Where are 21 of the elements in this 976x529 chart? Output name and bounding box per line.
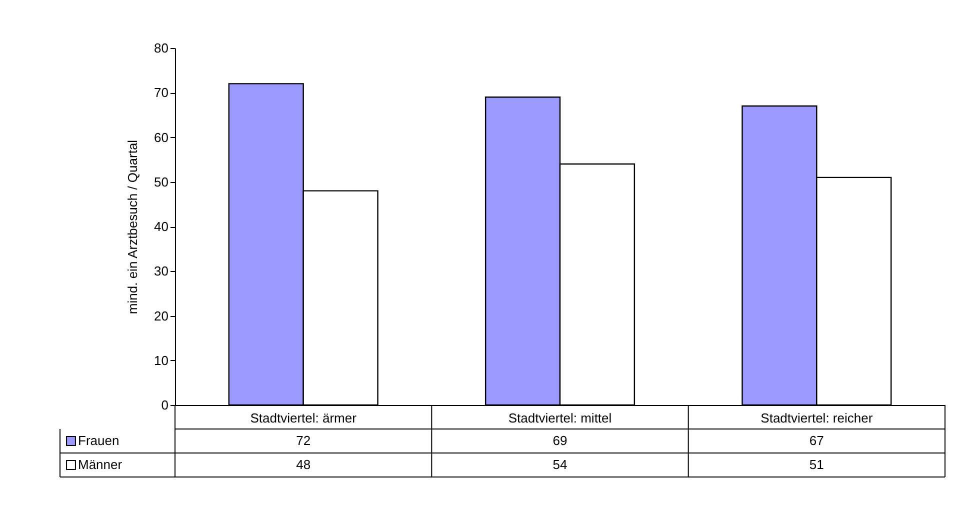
data-label: 69 [552,433,568,448]
y-tick-label: 30 [154,264,168,279]
y-tick-label: 10 [154,352,168,368]
data-label: 67 [809,433,824,448]
y-tick-label: 80 [154,40,168,56]
data-label: 72 [296,433,311,448]
data-label: 54 [552,457,568,472]
data-label: 51 [809,457,824,472]
x-tick-label: Stadtviertel: ärmer [250,410,358,426]
legend-label: Frauen [78,433,120,448]
y-tick-label: 70 [154,85,168,100]
x-tick-label: Stadtviertel: reicher [760,410,874,426]
y-tick-label: 20 [154,308,168,324]
y-tick-label: 50 [154,174,168,190]
y-tick-label: 60 [154,130,168,145]
data-label: 48 [296,457,311,472]
x-tick-label: Stadtviertel: mittel [508,410,612,426]
legend-label: Männer [78,457,123,472]
y-tick-label: 40 [154,219,168,234]
y-axis-title: mind. ein Arztbesuch / Quartal [125,140,140,314]
y-tick-label: 0 [161,398,168,412]
